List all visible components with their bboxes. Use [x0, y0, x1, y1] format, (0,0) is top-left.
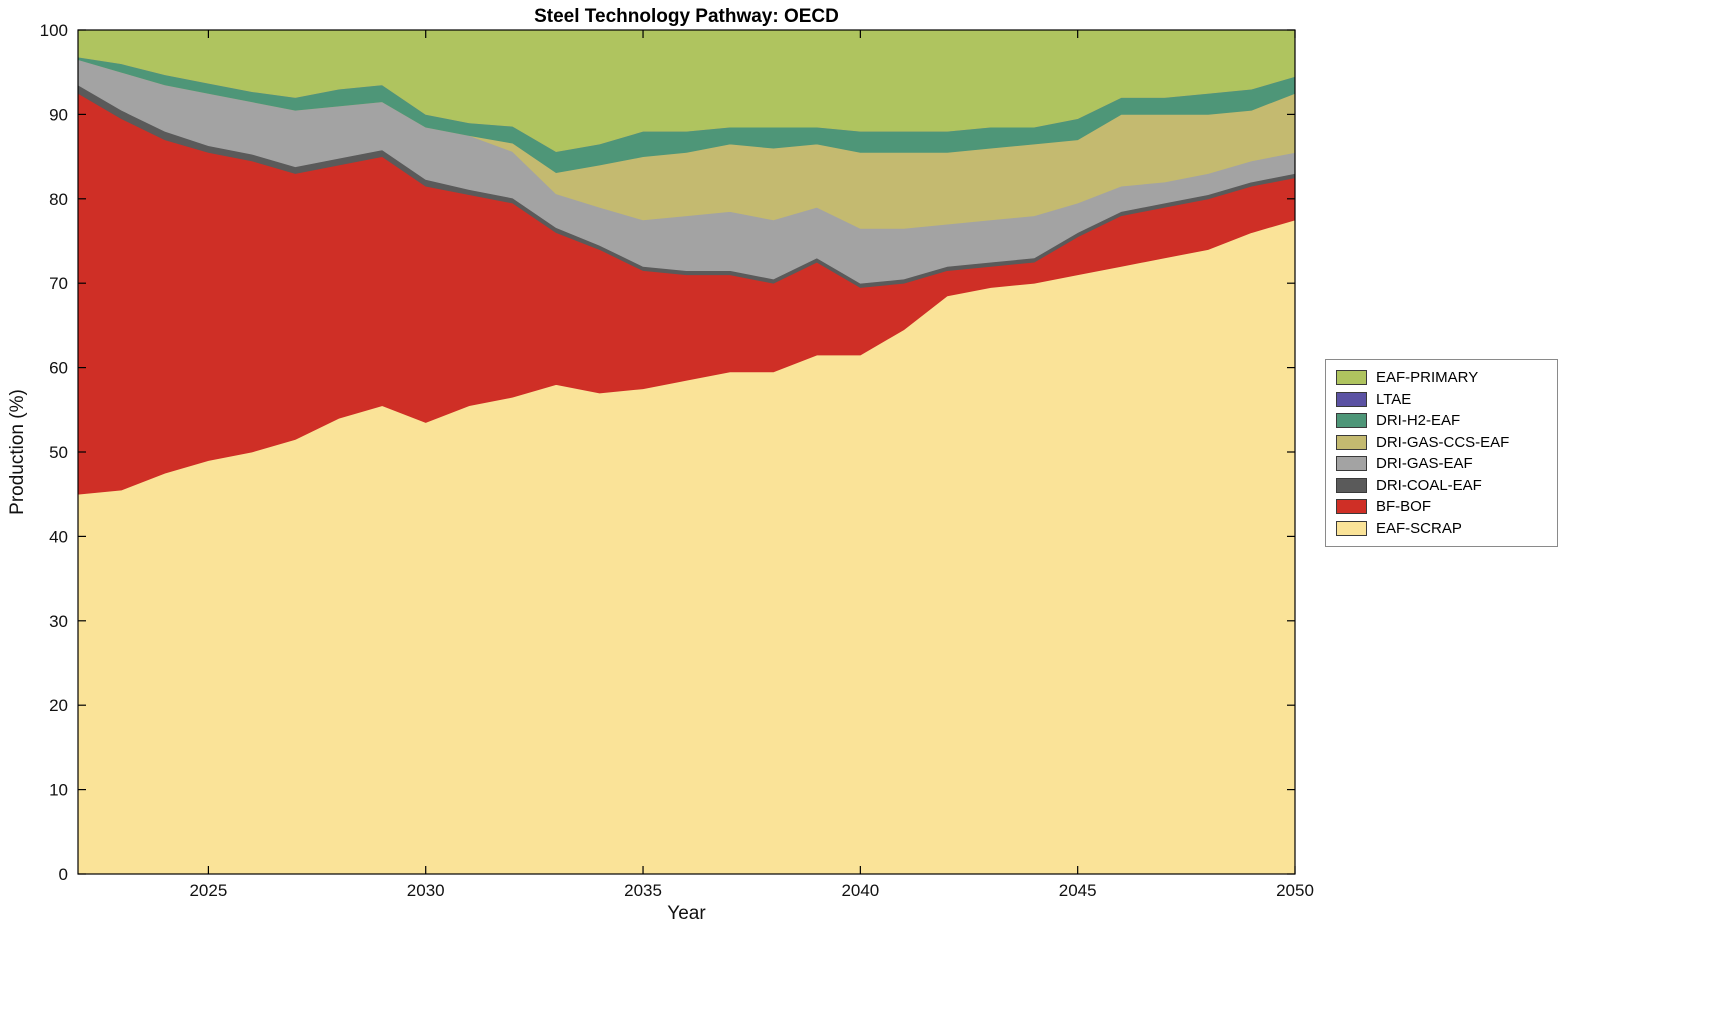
legend-label: DRI-COAL-EAF [1376, 476, 1482, 494]
legend-item-DRI-H2-EAF: DRI-H2-EAF [1336, 410, 1547, 432]
y-tick-label: 90 [49, 105, 68, 124]
y-tick-label: 70 [49, 274, 68, 293]
legend-item-DRI-GAS-CCS-EAF: DRI-GAS-CCS-EAF [1336, 432, 1547, 454]
x-tick-label: 2045 [1059, 881, 1097, 900]
y-tick-label: 100 [40, 21, 68, 40]
legend-swatch-LTAE [1336, 391, 1367, 407]
legend-label: EAF-SCRAP [1376, 519, 1462, 537]
legend-label: DRI-H2-EAF [1376, 412, 1461, 430]
legend-swatch-DRI-GAS-CCS-EAF [1336, 434, 1367, 450]
y-tick-label: 30 [49, 612, 68, 631]
legend-label: LTAE [1376, 390, 1412, 408]
y-axis-label: Production (%) [7, 389, 28, 515]
legend-swatch-DRI-GAS-EAF [1336, 456, 1367, 472]
legend: EAF-PRIMARY LTAE DRI-H2-EAF DRI-GAS-CCS-EAF… [1325, 359, 1558, 547]
y-tick-label: 80 [49, 190, 68, 209]
legend-swatch-DRI-COAL-EAF [1336, 477, 1367, 493]
legend-item-EAF-PRIMARY: EAF-PRIMARY [1336, 367, 1547, 389]
x-tick-label: 2040 [841, 881, 879, 900]
y-tick-label: 0 [59, 865, 68, 884]
legend-item-EAF-SCRAP: EAF-SCRAP [1336, 518, 1547, 540]
y-tick-label: 50 [49, 443, 68, 462]
x-axis-label: Year [667, 903, 706, 924]
legend-swatch-BF-BOF [1336, 499, 1367, 515]
y-tick-label: 20 [49, 696, 68, 715]
legend-item-DRI-COAL-EAF: DRI-COAL-EAF [1336, 475, 1547, 497]
x-tick-label: 2050 [1276, 881, 1314, 900]
y-tick-label: 10 [49, 781, 68, 800]
x-tick-label: 2035 [624, 881, 662, 900]
chart-title: Steel Technology Pathway: OECD [534, 6, 839, 27]
legend-label: BF-BOF [1376, 498, 1431, 516]
legend-swatch-EAF-PRIMARY [1336, 370, 1367, 386]
y-tick-label: 60 [49, 359, 68, 378]
x-tick-label: 2030 [407, 881, 445, 900]
x-tick-label: 2025 [189, 881, 227, 900]
legend-swatch-DRI-H2-EAF [1336, 413, 1367, 429]
legend-item-LTAE: LTAE [1336, 389, 1547, 411]
legend-label: DRI-GAS-CCS-EAF [1376, 433, 1510, 451]
legend-item-BF-BOF: BF-BOF [1336, 496, 1547, 518]
legend-item-DRI-GAS-EAF: DRI-GAS-EAF [1336, 453, 1547, 475]
legend-label: DRI-GAS-EAF [1376, 455, 1473, 473]
y-tick-label: 40 [49, 527, 68, 546]
legend-label: EAF-PRIMARY [1376, 369, 1479, 387]
legend-swatch-EAF-SCRAP [1336, 520, 1367, 536]
